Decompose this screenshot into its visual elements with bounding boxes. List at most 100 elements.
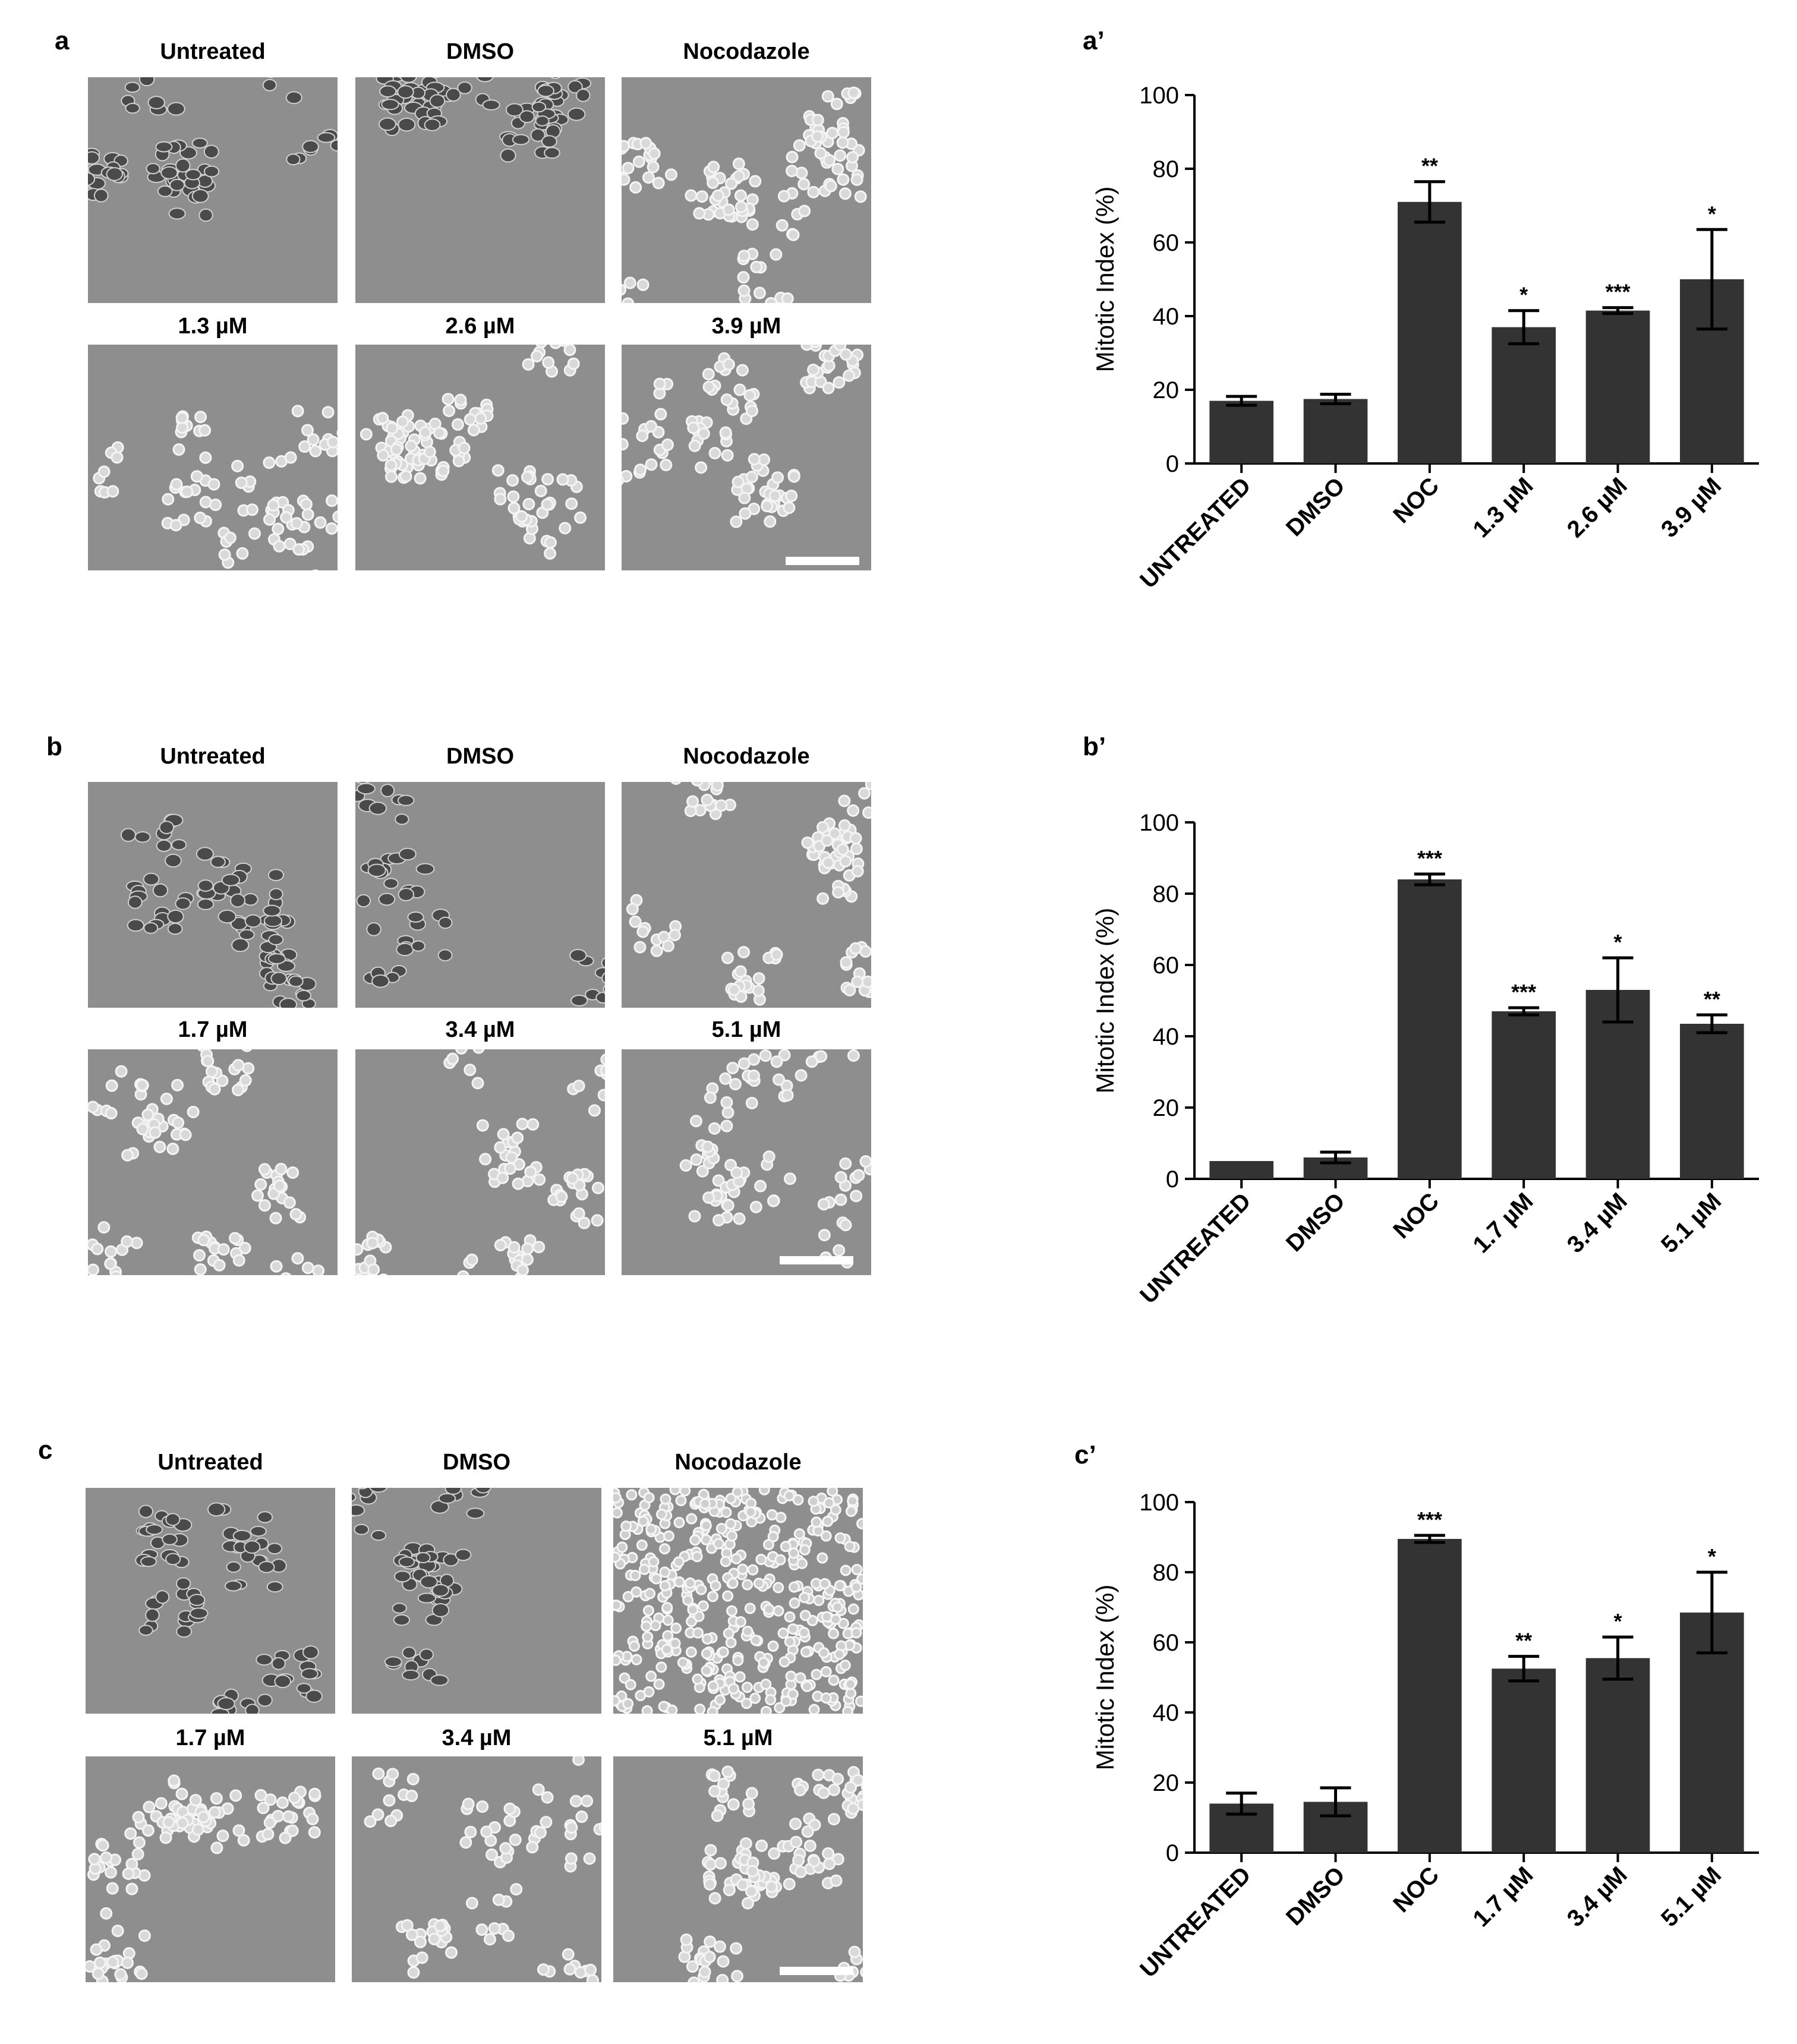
micrograph-nocodazole-a (622, 77, 871, 303)
x-tick-label: 5.1 µM (1656, 1862, 1726, 1932)
x-tick-label: NOC (1388, 1862, 1444, 1917)
label-untreated-c: Untreated (157, 1450, 263, 1475)
y-tick-label: 60 (1153, 230, 1180, 256)
significance-label: ** (1421, 154, 1438, 178)
bar-chart-c: Mitotic Index (%) 0 20 40 60 80 100 UNTREATED DM… (1091, 1490, 1759, 1983)
label-dose-1-b: 1.7 µM (178, 1017, 248, 1042)
significance-label: *** (1417, 846, 1442, 870)
y-axis-label: Mitotic Index (%) (1091, 908, 1119, 1094)
x-tick-label: UNTREATED (1135, 1862, 1256, 1982)
x-tick-label: 1.7 µM (1468, 1862, 1538, 1932)
y-tick-label: 60 (1153, 952, 1180, 979)
y-axis-label: Mitotic Index (%) (1091, 187, 1119, 373)
micrograph-dmso-b (355, 782, 605, 1008)
micrograph-dmso-a (355, 77, 605, 303)
micrograph-dose-2-a (355, 345, 605, 570)
scale-bar-c (780, 1967, 853, 1975)
bar (1209, 400, 1273, 463)
x-tick-label: 1.3 µM (1468, 472, 1538, 542)
bar (1492, 1668, 1556, 1853)
y-tick-label: 100 (1139, 810, 1179, 836)
x-tick-label: 2.6 µM (1562, 472, 1632, 542)
micrograph-dose-1-c (86, 1756, 335, 1982)
significance-label: *** (1417, 1507, 1442, 1532)
x-tick-label: 5.1 µM (1656, 1188, 1726, 1258)
y-tick-label: 0 (1166, 451, 1179, 477)
y-tick-label: 20 (1153, 377, 1180, 403)
bar-chart-a: Mitotic Index (%) 0 20 40 60 80 100 UNTREATED DM… (1091, 83, 1759, 594)
label-dose-3-a: 3.9 µM (711, 314, 781, 339)
significance-label: * (1708, 1544, 1716, 1569)
x-tick-label: DMSO (1281, 472, 1350, 541)
bar (1680, 1024, 1744, 1179)
y-tick-label: 80 (1153, 1560, 1180, 1586)
y-tick-label: 60 (1153, 1630, 1180, 1656)
bar (1209, 1161, 1273, 1179)
panel-letter-c-prime: c’ (1074, 1440, 1096, 1469)
micrograph-dose-1-a (88, 345, 338, 570)
micrograph-untreated-a (88, 77, 338, 303)
bar (1398, 879, 1462, 1179)
x-tick-label: 3.4 µM (1562, 1862, 1632, 1932)
label-dose-2-a: 2.6 µM (445, 314, 515, 339)
micrograph-dose-2-c (352, 1756, 601, 1982)
significance-label: * (1613, 930, 1622, 954)
x-tick-label: DMSO (1281, 1862, 1350, 1931)
label-nocodazole-b: Nocodazole (683, 744, 810, 769)
label-untreated-a: Untreated (160, 39, 266, 64)
label-dmso-b: DMSO (446, 744, 514, 769)
significance-label: ** (1704, 987, 1720, 1011)
micrograph-untreated-c (86, 1488, 335, 1714)
label-dmso-a: DMSO (446, 39, 514, 64)
micrograph-nocodazole-c (613, 1488, 863, 1714)
y-tick-label: 100 (1139, 83, 1179, 109)
bar (1492, 327, 1556, 463)
label-dose-2-b: 3.4 µM (445, 1017, 515, 1042)
panel-letter-c: c (38, 1436, 53, 1465)
bar-chart-b: Mitotic Index (%) 0 20 40 60 80 100 UNTREATED DM… (1091, 810, 1759, 1309)
label-dose-1-c: 1.7 µM (175, 1726, 245, 1750)
label-nocodazole-a: Nocodazole (683, 39, 810, 64)
y-tick-label: 100 (1139, 1490, 1179, 1516)
x-tick-label: UNTREATED (1135, 472, 1256, 593)
scale-bar-a (786, 557, 859, 565)
panel-letter-a-prime: a’ (1083, 26, 1105, 55)
panel-letter-b: b (46, 732, 62, 761)
y-tick-label: 40 (1153, 304, 1180, 330)
significance-label: * (1519, 283, 1528, 307)
scale-bar-b (780, 1256, 853, 1264)
y-axis-label: Mitotic Index (%) (1091, 1585, 1119, 1771)
label-dmso-c: DMSO (443, 1450, 510, 1475)
y-tick-label: 0 (1166, 1840, 1179, 1866)
panel-letter-b-prime: b’ (1083, 732, 1106, 761)
label-dose-3-c: 5.1 µM (703, 1726, 773, 1750)
y-tick-label: 80 (1153, 881, 1180, 907)
micrograph-dose-2-b (355, 1049, 605, 1275)
bar (1398, 1538, 1462, 1853)
micrograph-nocodazole-b (622, 782, 871, 1008)
x-tick-label: DMSO (1281, 1188, 1350, 1257)
x-tick-label: 1.7 µM (1468, 1188, 1538, 1258)
label-dose-2-c: 3.4 µM (442, 1726, 512, 1750)
x-tick-label: NOC (1388, 1188, 1444, 1244)
x-tick-label: NOC (1388, 472, 1444, 528)
y-tick-label: 0 (1166, 1166, 1179, 1193)
label-dose-3-b: 5.1 µM (711, 1017, 781, 1042)
bar (1585, 1658, 1650, 1853)
label-dose-1-a: 1.3 µM (178, 314, 248, 339)
micrograph-dose-3-a (622, 345, 871, 570)
micrograph-dose-1-b (88, 1049, 338, 1275)
bar (1398, 201, 1462, 463)
significance-label: *** (1511, 980, 1536, 1004)
label-nocodazole-c: Nocodazole (674, 1450, 802, 1475)
x-tick-label: 3.4 µM (1562, 1188, 1632, 1258)
panel-letter-a: a (55, 26, 70, 55)
y-tick-label: 20 (1153, 1770, 1180, 1796)
significance-label: ** (1515, 1629, 1532, 1653)
y-tick-label: 40 (1153, 1024, 1180, 1050)
y-tick-label: 80 (1153, 156, 1180, 182)
bar (1492, 1011, 1556, 1179)
micrograph-dose-3-c (613, 1756, 863, 1982)
significance-label: * (1613, 1609, 1622, 1633)
bar (1585, 310, 1650, 463)
